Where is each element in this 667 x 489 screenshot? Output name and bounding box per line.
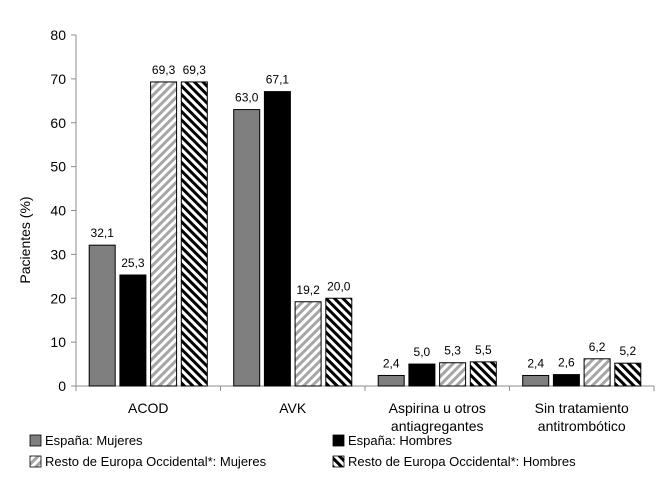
y-tick-label: 10 [50,334,66,350]
bar [377,374,405,387]
bar [263,91,291,387]
y-tick-label: 30 [50,246,66,262]
bar [180,81,208,387]
y-tick-label: 0 [58,378,66,394]
category-label: Sin tratamiento antitrombótico [535,400,629,434]
data-label: 69,3 [152,63,176,77]
data-label: 67,1 [266,73,290,87]
y-tick-label: 40 [50,203,66,219]
bar [233,109,261,387]
y-tick-label: 50 [50,159,66,175]
category-label: ACOD [128,400,168,416]
legend-swatch [332,455,345,468]
data-label: 63,0 [235,91,259,105]
data-label: 20,0 [327,279,351,293]
y-axis: 0 10 20 30 40 50 60 70 80 [50,27,77,394]
y-tick-label: 80 [50,27,66,43]
legend-item: Resto de Europa Occidental*: Hombres [332,454,576,469]
bar [119,274,147,387]
category-label: Aspirina u otros antiagregantes [389,400,486,434]
category-labels: ACOD AVK Aspirina u otros antiagregantes Sin… [128,400,629,434]
legend-label: Resto de Europa Occidental*: Hombres [348,454,576,469]
bar [325,297,353,387]
bar [294,301,322,387]
data-label: 25,3 [121,256,145,270]
data-label: 5,0 [414,345,431,359]
data-label: 5,5 [475,343,492,357]
bar [522,374,550,387]
bar [408,363,436,387]
legend-label: España: Mujeres [45,433,143,448]
bar [439,362,467,387]
legend-swatch [332,434,345,447]
data-label: 32,1 [91,226,115,240]
x-axis [75,385,655,391]
data-label: 2,6 [558,356,575,370]
category-label: AVK [279,400,307,416]
bar [150,81,178,387]
bar [469,361,497,387]
legend-item: España: Hombres [332,433,453,448]
legend-item: Resto de Europa Occidental*: Mujeres [29,454,267,469]
data-label: 69,3 [183,63,207,77]
data-label: 5,2 [619,344,636,358]
legend-item: España: Mujeres [29,433,143,448]
bar [614,362,642,387]
y-axis-title: Pacientes (%) [17,196,33,283]
legend-swatch [29,434,42,447]
data-label: 2,4 [527,356,544,370]
y-tick-label: 70 [50,71,66,87]
data-label: 5,3 [444,344,461,358]
legend-swatch [29,455,42,468]
legend: España: Mujeres España: Hombres Resto de E… [29,433,576,469]
legend-label: Resto de Europa Occidental*: Mujeres [45,454,267,469]
bar [552,374,580,387]
bars [88,81,642,387]
legend-label: España: Hombres [348,433,453,448]
data-label: 6,2 [589,340,606,354]
bar [583,358,611,387]
data-labels: 32,1 25,3 69,3 69,3 63,0 67,1 19,2 20,0 2,4 5,0 5,… [91,63,637,371]
data-label: 2,4 [383,356,400,370]
bar [88,244,116,387]
data-label: 19,2 [296,283,320,297]
y-tick-label: 20 [50,290,66,306]
y-tick-label: 60 [50,115,66,131]
